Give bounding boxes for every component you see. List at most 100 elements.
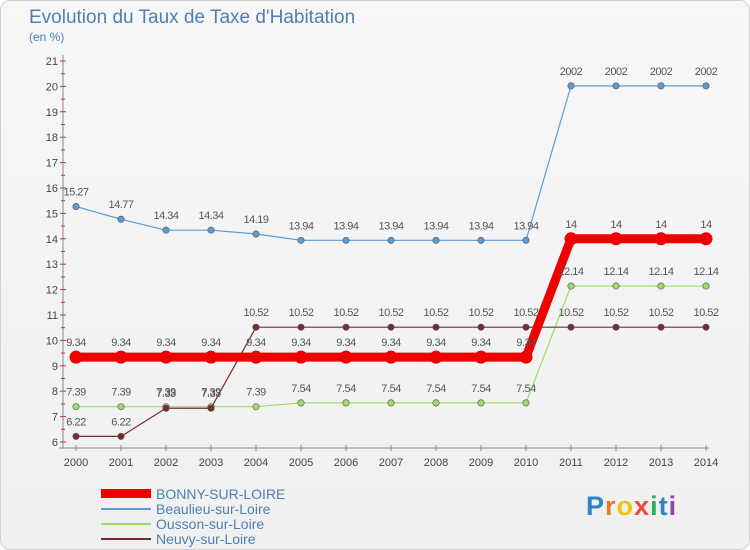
data-point-bonny-sur-loire — [339, 350, 353, 364]
data-point-beaulieu-sur-loire — [567, 82, 575, 90]
data-label-bonny-sur-loire: 14 — [655, 219, 667, 231]
legend-swatch — [101, 507, 151, 510]
data-point-beaulieu-sur-loire — [657, 82, 665, 90]
data-label-ousson-sur-loire: 7.39 — [66, 387, 86, 399]
data-point-neuvy-sur-loire — [702, 323, 710, 331]
logo-letter: P — [586, 491, 606, 521]
data-point-bonny-sur-loire — [294, 350, 308, 364]
data-label-beaulieu-sur-loire: 2002 — [560, 66, 583, 78]
data-label-neuvy-sur-loire: 10.52 — [603, 307, 628, 319]
data-label-ousson-sur-loire: 7.39 — [156, 387, 176, 399]
data-point-beaulieu-sur-loire — [162, 226, 170, 234]
data-point-neuvy-sur-loire — [477, 323, 485, 331]
data-label-beaulieu-sur-loire: 14.77 — [108, 199, 133, 211]
data-point-bonny-sur-loire — [69, 350, 83, 364]
data-point-bonny-sur-loire — [564, 232, 578, 246]
x-tick-label: 2002 — [154, 457, 178, 469]
y-tick-label: 21 — [46, 56, 58, 68]
data-point-beaulieu-sur-loire — [252, 230, 260, 238]
data-point-ousson-sur-loire — [657, 282, 665, 290]
legend-item: Neuvy-sur-Loire — [101, 530, 256, 547]
data-label-ousson-sur-loire: 7.54 — [381, 383, 401, 395]
data-label-bonny-sur-loire: 9.34 — [426, 337, 446, 349]
data-point-neuvy-sur-loire — [162, 404, 170, 412]
data-point-beaulieu-sur-loire — [387, 236, 395, 244]
data-label-neuvy-sur-loire: 10.52 — [468, 307, 493, 319]
data-label-neuvy-sur-loire: 6.22 — [66, 416, 86, 428]
data-point-bonny-sur-loire — [159, 350, 173, 364]
x-tick-label: 2013 — [649, 457, 673, 469]
data-label-ousson-sur-loire: 7.54 — [516, 383, 536, 395]
y-tick-label: 7 — [52, 412, 58, 424]
data-label-bonny-sur-loire: 9.34 — [201, 337, 221, 349]
data-label-beaulieu-sur-loire: 2002 — [605, 66, 628, 78]
data-label-ousson-sur-loire: 7.54 — [426, 383, 446, 395]
data-point-neuvy-sur-loire — [567, 323, 575, 331]
data-point-beaulieu-sur-loire — [207, 226, 215, 234]
data-label-neuvy-sur-loire: 10.52 — [513, 307, 538, 319]
data-point-neuvy-sur-loire — [207, 404, 215, 412]
data-label-neuvy-sur-loire: 7.33 — [156, 388, 176, 400]
data-label-bonny-sur-loire: 14 — [565, 219, 577, 231]
data-label-bonny-sur-loire: 9.34 — [336, 337, 356, 349]
data-point-beaulieu-sur-loire — [117, 215, 125, 223]
logo-letter: r — [605, 491, 617, 521]
data-point-bonny-sur-loire — [609, 232, 623, 246]
legend-label: BONNY-SUR-LOIRE — [156, 485, 286, 502]
data-label-beaulieu-sur-loire: 15.27 — [63, 187, 88, 199]
x-tick-label: 2004 — [244, 457, 268, 469]
x-tick-label: 2009 — [469, 457, 493, 469]
data-point-beaulieu-sur-loire — [72, 203, 80, 211]
data-label-beaulieu-sur-loire: 13.94 — [513, 220, 538, 232]
data-label-beaulieu-sur-loire: 13.94 — [423, 220, 448, 232]
data-point-bonny-sur-loire — [429, 350, 443, 364]
data-point-ousson-sur-loire — [477, 399, 485, 407]
y-tick-label: 20 — [46, 81, 58, 93]
data-point-bonny-sur-loire — [204, 350, 218, 364]
x-tick-label: 2007 — [379, 457, 403, 469]
data-label-ousson-sur-loire: 12.14 — [648, 266, 673, 278]
y-tick-label: 11 — [47, 310, 58, 322]
x-tick-label: 2008 — [424, 457, 448, 469]
y-tick-label: 15 — [46, 208, 58, 220]
data-point-neuvy-sur-loire — [612, 323, 620, 331]
chart-title: Evolution du Taux de Taxe d'Habitation — [29, 7, 356, 28]
data-point-ousson-sur-loire — [72, 403, 80, 411]
data-label-ousson-sur-loire: 7.54 — [336, 383, 356, 395]
data-label-bonny-sur-loire: 9.34 — [381, 337, 401, 349]
data-label-bonny-sur-loire: 9.34 — [111, 337, 131, 349]
data-label-ousson-sur-loire: 7.54 — [291, 383, 311, 395]
x-tick-label: 2011 — [559, 457, 583, 469]
y-tick-label: 19 — [46, 107, 58, 119]
data-point-neuvy-sur-loire — [72, 432, 80, 440]
data-label-beaulieu-sur-loire: 13.94 — [468, 220, 493, 232]
data-point-neuvy-sur-loire — [387, 323, 395, 331]
data-label-beaulieu-sur-loire: 2002 — [650, 66, 673, 78]
data-label-beaulieu-sur-loire: 14.34 — [198, 210, 223, 222]
data-label-ousson-sur-loire: 7.39 — [201, 387, 221, 399]
data-point-ousson-sur-loire — [387, 399, 395, 407]
data-label-neuvy-sur-loire: 7.33 — [201, 388, 221, 400]
data-label-neuvy-sur-loire: 10.52 — [558, 307, 583, 319]
y-tick-label: 10 — [46, 335, 58, 347]
legend-label: Ousson-sur-Loire — [156, 515, 265, 532]
data-point-ousson-sur-loire — [567, 282, 575, 290]
logo-letter: t — [658, 491, 669, 521]
data-label-beaulieu-sur-loire: 2002 — [695, 66, 718, 78]
data-point-beaulieu-sur-loire — [342, 236, 350, 244]
data-label-beaulieu-sur-loire: 13.94 — [333, 220, 358, 232]
legend-swatch — [101, 522, 151, 525]
data-label-ousson-sur-loire: 12.14 — [558, 266, 583, 278]
data-point-neuvy-sur-loire — [252, 323, 260, 331]
data-point-ousson-sur-loire — [612, 282, 620, 290]
legend-label: Neuvy-sur-Loire — [156, 530, 256, 547]
data-label-ousson-sur-loire: 12.14 — [603, 266, 628, 278]
data-label-beaulieu-sur-loire: 13.94 — [378, 220, 403, 232]
logo-letter: o — [616, 491, 635, 521]
y-tick-label: 12 — [46, 285, 58, 297]
x-tick-label: 2010 — [514, 457, 538, 469]
data-label-neuvy-sur-loire: 10.52 — [333, 307, 358, 319]
data-label-neuvy-sur-loire: 6.22 — [111, 416, 131, 428]
data-point-ousson-sur-loire — [252, 403, 260, 411]
